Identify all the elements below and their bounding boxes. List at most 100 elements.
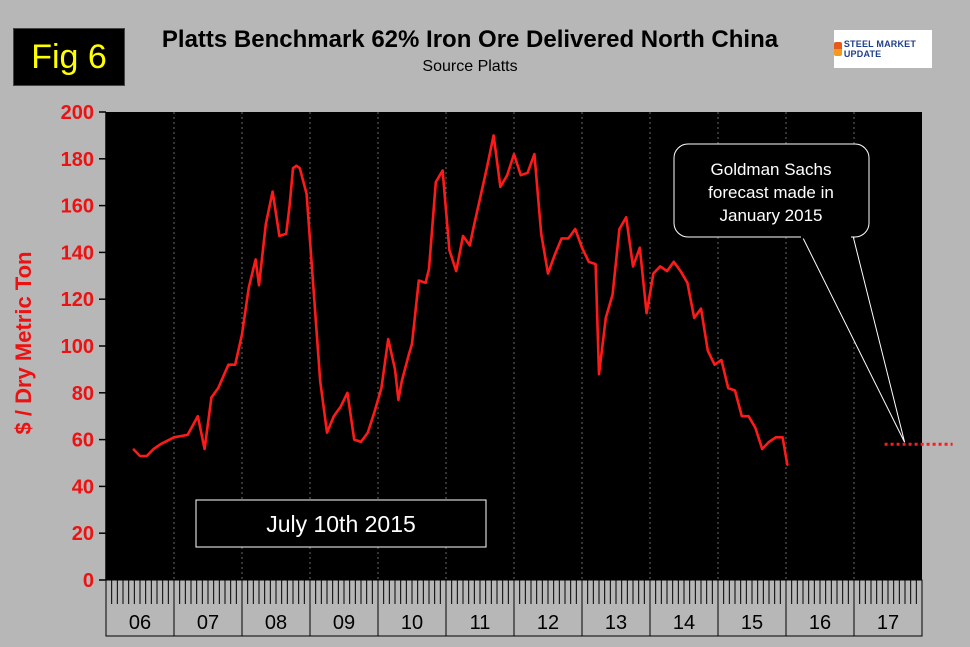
data-point bbox=[173, 436, 175, 438]
data-point bbox=[646, 312, 648, 314]
date-box bbox=[195, 499, 487, 548]
data-point bbox=[486, 167, 488, 169]
data-point bbox=[493, 134, 495, 136]
data-point bbox=[299, 167, 301, 169]
data-point bbox=[707, 350, 709, 352]
data-point bbox=[353, 439, 355, 441]
x-tick-label: 15 bbox=[741, 612, 763, 634]
data-point bbox=[506, 174, 508, 176]
data-point bbox=[374, 410, 376, 413]
data-point bbox=[700, 307, 702, 310]
data-point bbox=[455, 270, 457, 272]
data-point bbox=[306, 193, 308, 195]
x-tick-label: 07 bbox=[197, 612, 219, 634]
x-tick-label: 14 bbox=[673, 612, 695, 634]
chart-subtitle: Source Platts bbox=[422, 58, 518, 75]
data-point bbox=[479, 197, 481, 200]
data-point bbox=[132, 448, 134, 450]
x-tick-label: 09 bbox=[333, 612, 355, 634]
data-point bbox=[187, 434, 189, 436]
data-point bbox=[472, 228, 474, 230]
data-point bbox=[741, 415, 743, 417]
data-point bbox=[333, 415, 335, 417]
data-point bbox=[428, 268, 430, 270]
data-point bbox=[720, 359, 723, 361]
date-text: July 10th 2015 bbox=[266, 511, 416, 537]
data-point bbox=[248, 286, 250, 289]
data-point bbox=[581, 247, 583, 249]
data-point bbox=[686, 282, 689, 284]
y-tick-label: 160 bbox=[61, 196, 94, 218]
x-tick-label: 08 bbox=[265, 612, 287, 634]
data-point bbox=[272, 190, 274, 193]
y-tick-label: 0 bbox=[83, 570, 94, 592]
callout-text: January 2015 bbox=[719, 206, 822, 225]
data-point bbox=[612, 293, 614, 296]
data-point bbox=[153, 448, 155, 450]
data-point bbox=[394, 368, 396, 370]
data-point bbox=[217, 387, 219, 389]
data-point bbox=[462, 235, 464, 237]
x-tick-label: 06 bbox=[129, 612, 151, 634]
data-point bbox=[448, 249, 450, 251]
data-point bbox=[786, 464, 788, 466]
callout-box bbox=[673, 143, 870, 238]
data-point bbox=[387, 338, 389, 340]
figure-label: Fig 6 bbox=[14, 29, 124, 85]
data-point bbox=[782, 436, 784, 438]
y-tick-label: 120 bbox=[61, 289, 94, 311]
data-point bbox=[693, 317, 695, 319]
callout-text: forecast made in bbox=[708, 183, 834, 202]
data-point bbox=[567, 237, 570, 239]
data-point bbox=[625, 216, 627, 218]
y-tick-label: 20 bbox=[72, 523, 94, 545]
x-tick-label: 12 bbox=[537, 612, 559, 634]
data-point bbox=[673, 261, 675, 263]
y-tick-label: 100 bbox=[61, 336, 94, 358]
price-line bbox=[132, 134, 789, 466]
x-tick-label: 10 bbox=[401, 612, 423, 634]
data-point bbox=[285, 233, 287, 235]
data-point bbox=[659, 265, 661, 268]
logo-text: STEEL MARKET UPDATE bbox=[843, 39, 917, 59]
data-point bbox=[278, 235, 280, 237]
data-point bbox=[605, 317, 607, 319]
data-point bbox=[768, 441, 770, 443]
data-point bbox=[255, 258, 257, 261]
data-point bbox=[418, 279, 420, 282]
data-point bbox=[761, 448, 763, 450]
data-point bbox=[367, 431, 369, 434]
y-tick-label: 80 bbox=[72, 383, 94, 405]
data-point bbox=[159, 443, 161, 445]
data-point bbox=[469, 244, 471, 246]
data-point bbox=[292, 167, 294, 169]
data-point bbox=[540, 233, 542, 235]
data-point bbox=[326, 431, 328, 434]
y-tick-label: 180 bbox=[61, 149, 94, 171]
data-point bbox=[442, 169, 444, 172]
data-point bbox=[197, 415, 199, 417]
data-point bbox=[618, 228, 621, 230]
data-point bbox=[210, 396, 212, 399]
logo-mark-icon bbox=[834, 42, 842, 56]
data-point bbox=[139, 455, 141, 457]
data-point bbox=[289, 205, 291, 207]
data-point bbox=[397, 399, 399, 401]
data-point bbox=[346, 392, 348, 394]
data-point bbox=[204, 448, 206, 450]
data-point bbox=[435, 181, 437, 183]
data-point bbox=[598, 373, 600, 375]
data-point bbox=[754, 427, 757, 429]
data-point bbox=[312, 286, 314, 289]
data-point bbox=[714, 364, 716, 366]
data-point bbox=[595, 263, 597, 265]
data-point bbox=[727, 387, 729, 389]
data-point bbox=[146, 455, 148, 457]
data-point bbox=[360, 441, 362, 443]
data-point bbox=[520, 174, 522, 176]
data-point bbox=[227, 364, 229, 366]
data-point bbox=[775, 436, 777, 438]
x-tick-label: 16 bbox=[809, 612, 831, 634]
price-series bbox=[132, 134, 789, 466]
